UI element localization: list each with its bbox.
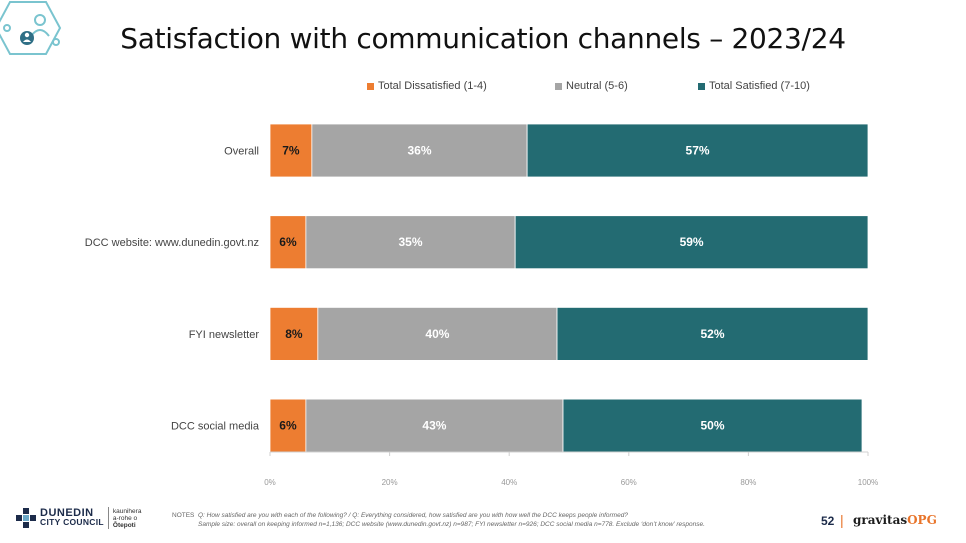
notes-sample-size: Sample size: overall on keeping informed… — [198, 521, 705, 528]
bar-total-dissatisfied-1-4-dcc-website-www-dunedin-govt-nz — [269, 215, 307, 270]
gravitas-opg-logo: gravitasOPG — [853, 513, 937, 527]
bar-total-dissatisfied-1-4-dcc-social-media — [269, 398, 307, 453]
page-number: 52 — [821, 514, 835, 528]
bar-total-satisfied-7-10-dcc-social-media — [562, 398, 863, 453]
legend-label-dissatisfied: Total Dissatisfied (1-4) — [378, 80, 487, 92]
page-title: Satisfaction with communication channels… — [120, 22, 846, 55]
council-maori-line2: a-rohe o — [112, 514, 138, 522]
data-label-total-satisfied-7-10-fyi-newsletter: 52% — [701, 327, 725, 341]
data-label-neutral-5-6-fyi-newsletter: 40% — [425, 327, 449, 341]
legend-label-neutral: Neutral (5-6) — [566, 80, 628, 92]
category-label-dcc-website-www-dunedin-govt-nz: DCC website: www.dunedin.govt.nz — [85, 237, 259, 249]
category-label-dcc-social-media: DCC social media — [171, 421, 260, 433]
category-label-fyi-newsletter: FYI newsletter — [189, 329, 260, 341]
data-label-total-satisfied-7-10-overall: 57% — [686, 144, 710, 158]
x-tick-label-0: 0% — [264, 478, 276, 487]
x-tick-label-80: 80% — [740, 478, 756, 487]
data-label-total-dissatisfied-1-4-fyi-newsletter: 8% — [285, 327, 303, 341]
bar-neutral-5-6-fyi-newsletter — [317, 306, 558, 361]
category-label-overall: Overall — [224, 146, 259, 158]
x-tick-label-60: 60% — [621, 478, 637, 487]
data-label-neutral-5-6-dcc-website-www-dunedin-govt-nz: 35% — [399, 235, 423, 249]
data-label-neutral-5-6-overall: 36% — [407, 144, 431, 158]
legend-swatch-satisfied — [698, 82, 705, 90]
bar-neutral-5-6-overall — [311, 123, 528, 178]
x-tick-label-20: 20% — [382, 478, 398, 487]
brand-main: gravitas — [853, 513, 908, 527]
dunedin-city-council-logo: DUNEDIN CITY COUNCIL kaunihera a-rohe o … — [16, 505, 141, 531]
bar-neutral-5-6-dcc-website-www-dunedin-govt-nz — [305, 215, 516, 270]
data-label-neutral-5-6-dcc-social-media: 43% — [422, 419, 446, 433]
chart-legend: Total Dissatisfied (1-4) Neutral (5-6) T… — [0, 80, 966, 96]
x-tick-label-100: 100% — [858, 478, 878, 487]
legend-swatch-dissatisfied — [367, 82, 374, 90]
notes-question: Q: How satisfied are you with each of th… — [198, 512, 628, 519]
council-maori-line3: Ōtepoti — [112, 521, 136, 529]
data-label-total-dissatisfied-1-4-overall: 7% — [282, 144, 300, 158]
legend-item-satisfied: Total Satisfied (7-10) — [698, 80, 810, 92]
council-maori-line1: kaunihera — [112, 507, 142, 515]
bar-total-satisfied-7-10-fyi-newsletter — [556, 306, 869, 361]
logo-divider — [107, 507, 109, 529]
legend-item-dissatisfied: Total Dissatisfied (1-4) — [367, 80, 487, 92]
bar-total-satisfied-7-10-dcc-website-www-dunedin-govt-nz — [514, 215, 869, 270]
bar-total-satisfied-7-10-overall — [526, 123, 869, 178]
notes-label: NOTES — [172, 512, 195, 519]
legend-label-satisfied: Total Satisfied (7-10) — [709, 80, 810, 92]
council-emblem-icon — [16, 508, 36, 528]
council-name-line2: CITY COUNCIL — [40, 517, 104, 527]
legend-item-neutral: Neutral (5-6) — [555, 80, 628, 92]
bar-total-dissatisfied-1-4-fyi-newsletter — [269, 306, 319, 361]
data-label-total-dissatisfied-1-4-dcc-social-media: 6% — [279, 419, 297, 433]
legend-swatch-neutral — [555, 82, 562, 90]
data-label-total-satisfied-7-10-dcc-website-www-dunedin-govt-nz: 59% — [680, 235, 704, 249]
bar-neutral-5-6-dcc-social-media — [305, 398, 564, 453]
people-hexagon-icon — [0, 1, 62, 55]
brand-accent: OPG — [907, 513, 937, 527]
data-label-total-satisfied-7-10-dcc-social-media: 50% — [701, 419, 725, 433]
council-name-line1: DUNEDIN — [40, 507, 94, 519]
footnotes: NOTES Q: How satisfied are you with each … — [172, 511, 792, 529]
x-tick-label-40: 40% — [501, 478, 517, 487]
data-label-total-dissatisfied-1-4-dcc-website-www-dunedin-govt-nz: 6% — [279, 235, 297, 249]
brand-separator: | — [840, 512, 844, 528]
